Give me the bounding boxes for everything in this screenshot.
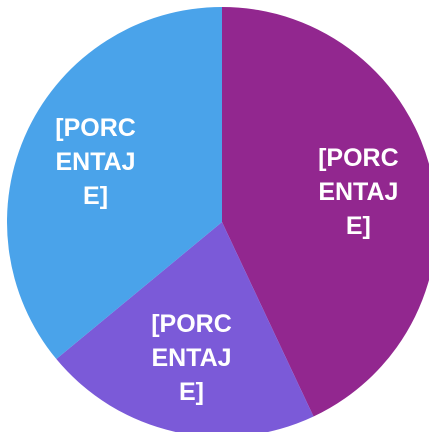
- pie-slice: [7, 7, 223, 360]
- data-label: [PORCENTAJE]: [318, 143, 399, 240]
- pie-slice: [56, 222, 314, 432]
- data-label: [PORCENTAJE]: [151, 310, 232, 407]
- pie-slice: [222, 7, 429, 417]
- data-label: [PORCENTAJE]: [55, 114, 136, 211]
